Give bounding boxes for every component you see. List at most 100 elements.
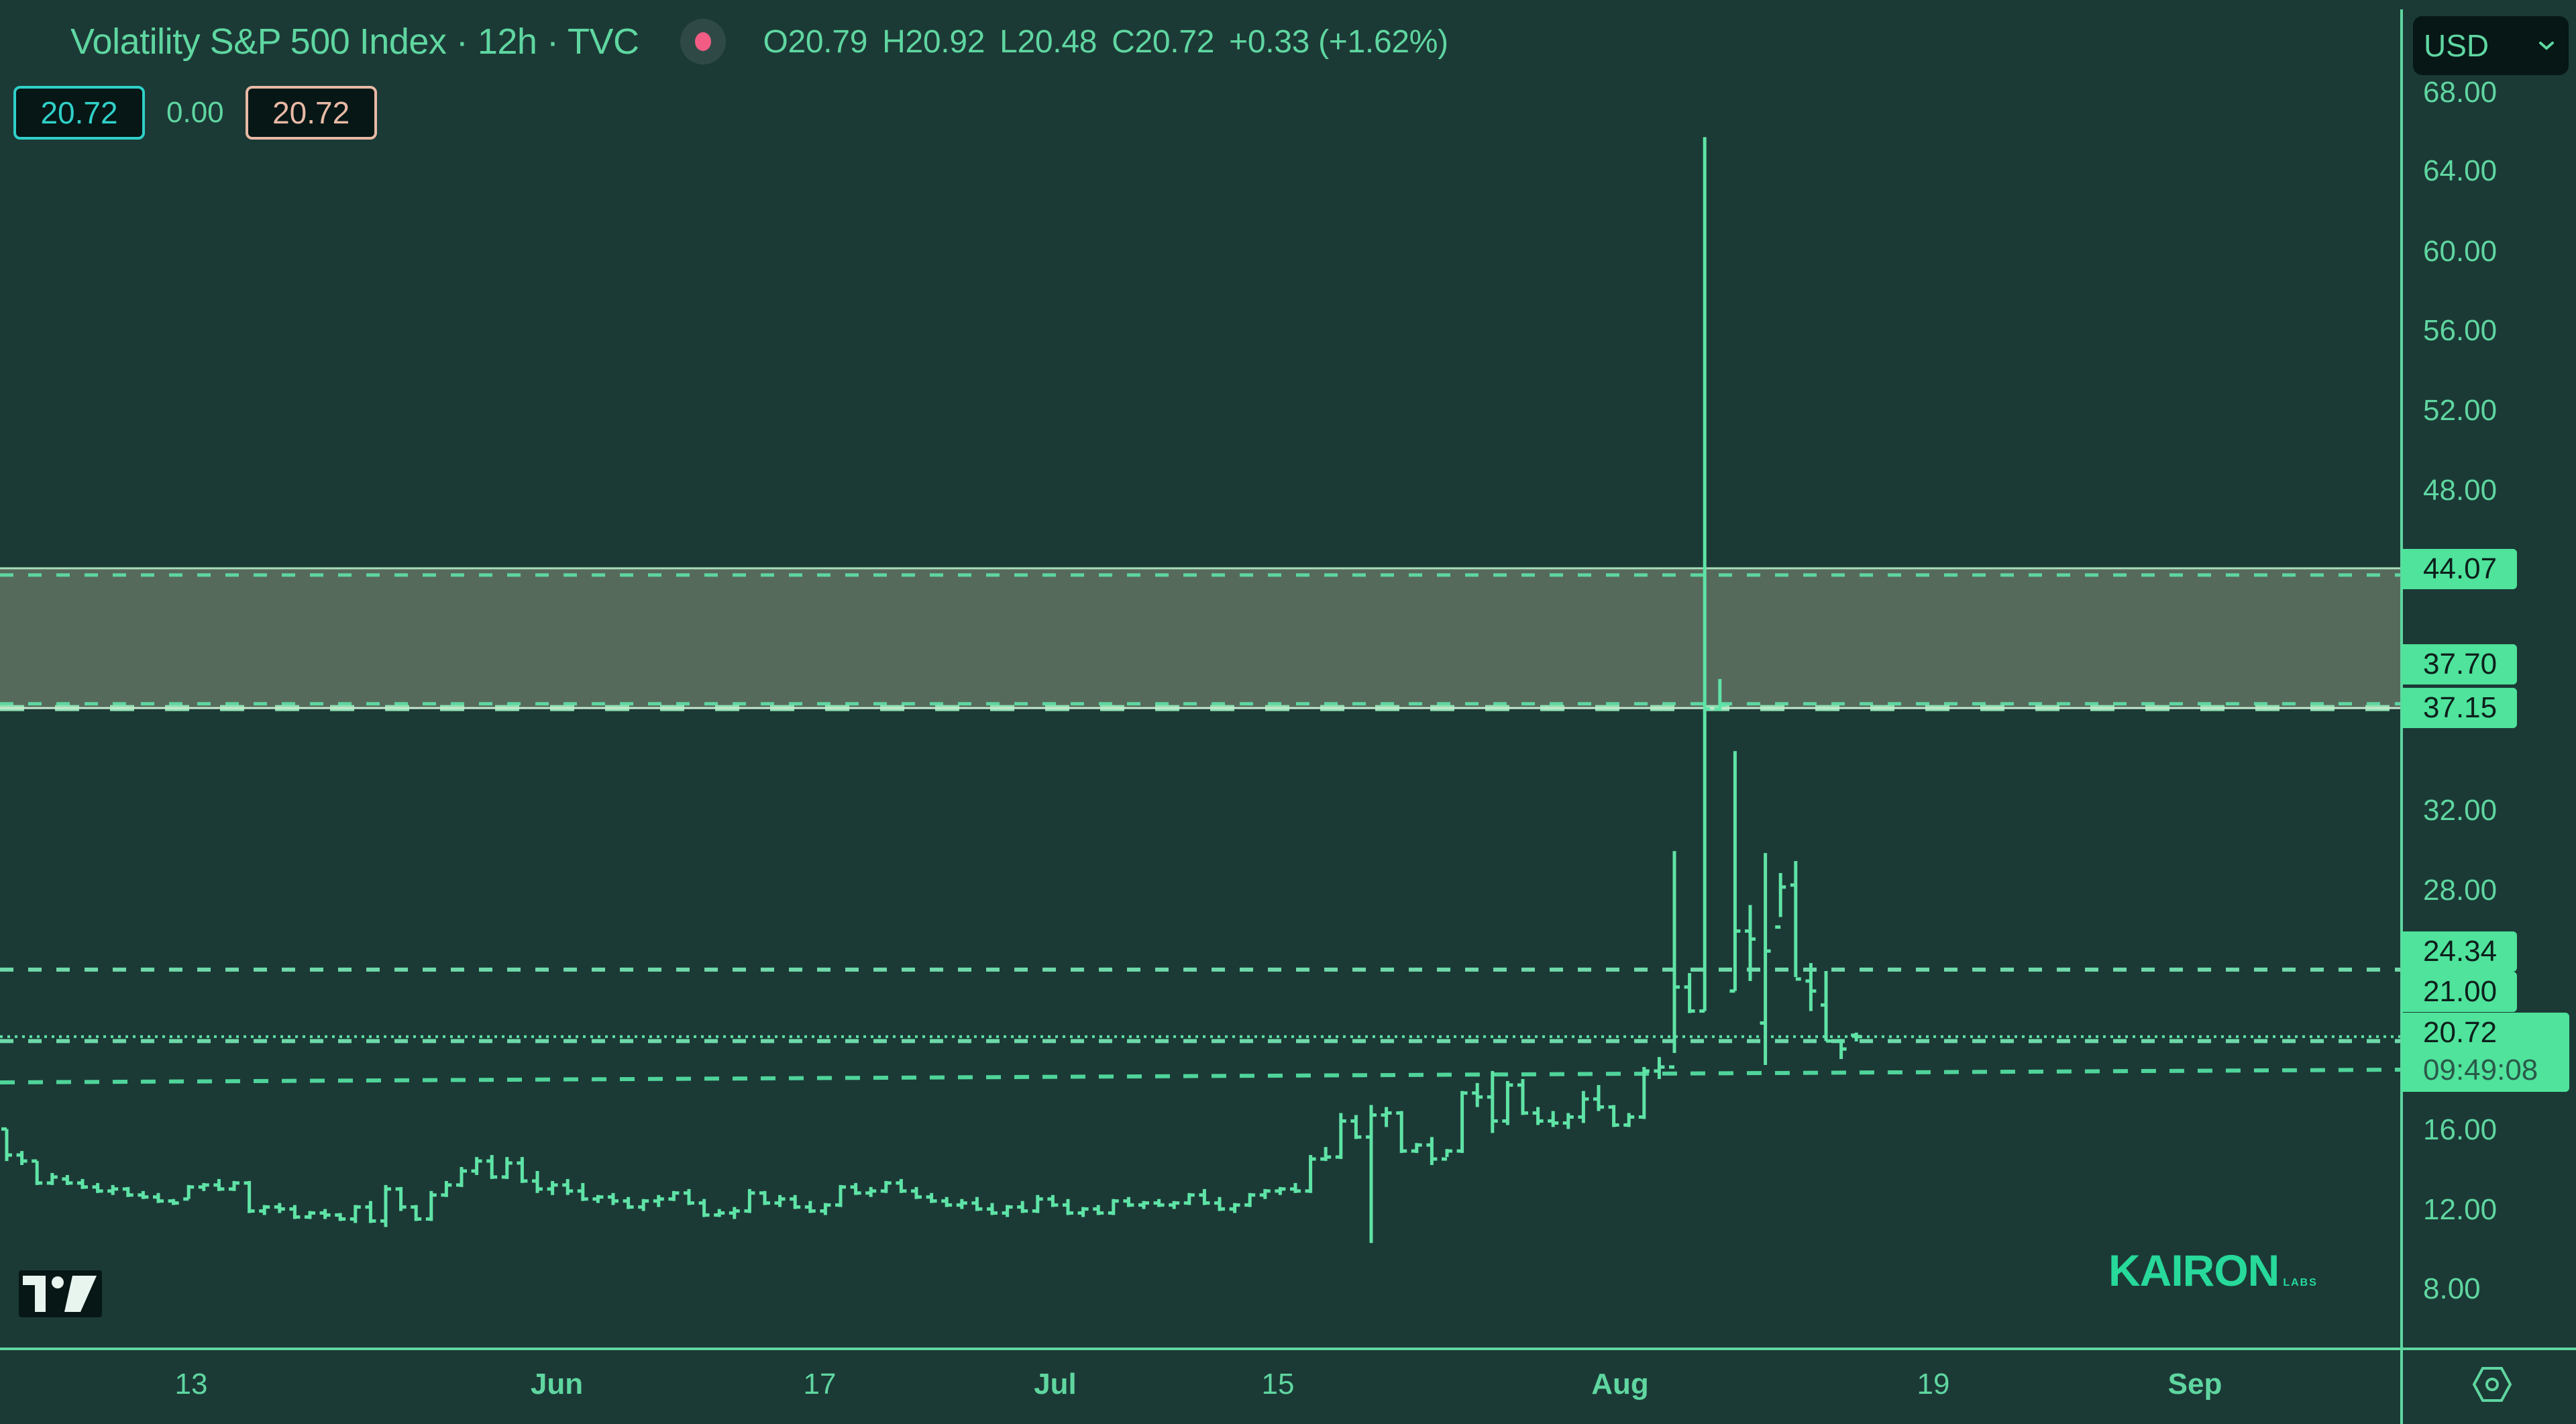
currency-value: USD: [2424, 28, 2489, 63]
ohlc-bar: [1654, 1057, 1665, 1079]
ohlc-bar: [1063, 1199, 1073, 1215]
ohlc-bar: [486, 1155, 498, 1179]
currency-dropdown[interactable]: USD: [2413, 16, 2569, 75]
chart-legend: Volatility S&P 500 Index · 12h · TVC O20…: [70, 19, 1463, 64]
ohlc-bar: [1821, 971, 1831, 1043]
ohlc-values: O20.79 H20.92 L20.48 C20.72 +0.33 (+1.62%): [763, 23, 1462, 60]
ohlc-bar: [1578, 1090, 1589, 1123]
ohlc-bar: [684, 1188, 694, 1205]
ohlc-bar: [956, 1199, 967, 1209]
ohlc-bar: [1032, 1194, 1043, 1213]
ohlc-bar: [168, 1199, 179, 1205]
ohlc-bar: [274, 1203, 285, 1213]
ohlc-bar: [987, 1203, 998, 1215]
ohlc-bar: [1426, 1137, 1438, 1166]
last-price-value: 20.72: [2423, 1016, 2498, 1049]
trend-line[interactable]: [0, 1068, 2401, 1084]
ohlc-bar: [92, 1182, 103, 1193]
chevron-down-icon: [2539, 42, 2554, 50]
ohlc-bar: [1335, 1113, 1346, 1160]
resistance-zone[interactable]: [0, 569, 2400, 709]
ohlc-bar: [1684, 972, 1695, 1013]
price-level-label[interactable]: 24.34: [2402, 931, 2517, 972]
ohlc-bar: [1487, 1071, 1498, 1133]
price-tick-label: 68.00: [2423, 76, 2498, 109]
ohlc-bar: [820, 1203, 831, 1215]
ohlc-bar: [305, 1211, 315, 1219]
ohlc-bar: [1835, 1039, 1847, 1060]
ohlc-bar: [1350, 1115, 1362, 1139]
ohlc-bar: [653, 1194, 664, 1207]
ohlc-bar: [456, 1167, 467, 1187]
ohlc-bar: [1593, 1084, 1604, 1111]
ohlc-bar: [759, 1190, 770, 1205]
time-tick-label: Sep: [2167, 1368, 2222, 1401]
ohlc-bar: [77, 1178, 88, 1189]
time-tick-label: 15: [1261, 1368, 1295, 1401]
ohlc-bar: [547, 1180, 558, 1195]
ohlc-bar: [1532, 1107, 1544, 1125]
ohlc-bar: [153, 1192, 164, 1203]
tradingview-logo-icon: [19, 1270, 102, 1317]
ohlc-bar: [138, 1190, 149, 1199]
ohlc-bar: [107, 1184, 119, 1195]
ohlc-bar: [1214, 1197, 1225, 1211]
ohlc-bar: [1017, 1201, 1028, 1213]
sell-price-button[interactable]: 20.72: [13, 86, 145, 140]
tradingview-logo[interactable]: [19, 1270, 102, 1321]
ohlc-bar: [1562, 1113, 1574, 1129]
ohlc-bar: [411, 1205, 422, 1221]
chart-settings-button[interactable]: [2472, 1366, 2512, 1407]
ohlc-bar: [1047, 1194, 1059, 1207]
ohlc-bar: [698, 1199, 710, 1217]
ohlc-bar: [532, 1171, 543, 1193]
time-tick-label: 17: [803, 1368, 837, 1401]
ohlc-bar: [835, 1184, 846, 1207]
ohlc-bar: [577, 1182, 588, 1201]
symbol-title[interactable]: Volatility S&P 500 Index · 12h · TVC: [70, 21, 639, 62]
ohlc-bar: [1745, 905, 1756, 981]
ohlc-bar: [1760, 853, 1771, 1066]
ohlc-bar: [880, 1180, 892, 1193]
price-level-label[interactable]: 37.15: [2402, 688, 2517, 728]
price-level-label[interactable]: 37.70: [2402, 644, 2517, 684]
ohlc-bar: [425, 1190, 437, 1221]
quote-pills: 20.72 0.00 20.72: [13, 86, 377, 140]
ohlc-bar: [941, 1197, 953, 1207]
ohlc-bar: [1790, 861, 1801, 981]
ohlc-bar: [1714, 678, 1725, 711]
horizontal-lines[interactable]: [0, 567, 2401, 1084]
price-level-label[interactable]: 21.00: [2402, 972, 2517, 1012]
ohlc-bar: [1108, 1199, 1119, 1215]
ohlc-bar: [380, 1184, 391, 1227]
market-status-indicator[interactable]: [680, 19, 727, 64]
ohlc-bar: [198, 1182, 209, 1191]
ohlc-bar: [926, 1192, 937, 1203]
ohlc-bar: [1259, 1188, 1271, 1199]
ohlc-bar: [1138, 1201, 1149, 1209]
ohlc-bar: [608, 1192, 619, 1205]
ohlc-bar: [244, 1180, 255, 1213]
ohlc-bar: [1608, 1105, 1619, 1127]
price-tick-label: 60.00: [2423, 235, 2498, 268]
price-tick-label: 56.00: [2423, 314, 2498, 347]
ohlc-bar: [1275, 1186, 1286, 1195]
ohlc-bar: [1851, 1032, 1862, 1041]
ohlc-bar: [668, 1190, 680, 1201]
last-price-label[interactable]: 20.72 09:49:08: [2402, 1013, 2569, 1092]
price-tick-label: 32.00: [2423, 794, 2498, 827]
ohlc-bar: [441, 1180, 452, 1197]
ohlc-bar: [744, 1188, 755, 1213]
ohlc-bar: [1775, 872, 1786, 929]
buy-price-button[interactable]: 20.72: [245, 86, 377, 140]
ohlc-bars: [1, 137, 1862, 1243]
price-tick-label: 48.00: [2423, 474, 2498, 507]
ohlc-bar: [1320, 1147, 1332, 1162]
status-dot-icon: [695, 32, 712, 51]
price-level-label[interactable]: 44.07: [2402, 549, 2517, 589]
ohlc-bar: [517, 1157, 528, 1183]
ohlc-bar: [1699, 137, 1711, 1013]
change-value: +0.33 (+1.62%): [1229, 23, 1448, 60]
watermark-subtext: LABS: [2283, 1277, 2318, 1288]
